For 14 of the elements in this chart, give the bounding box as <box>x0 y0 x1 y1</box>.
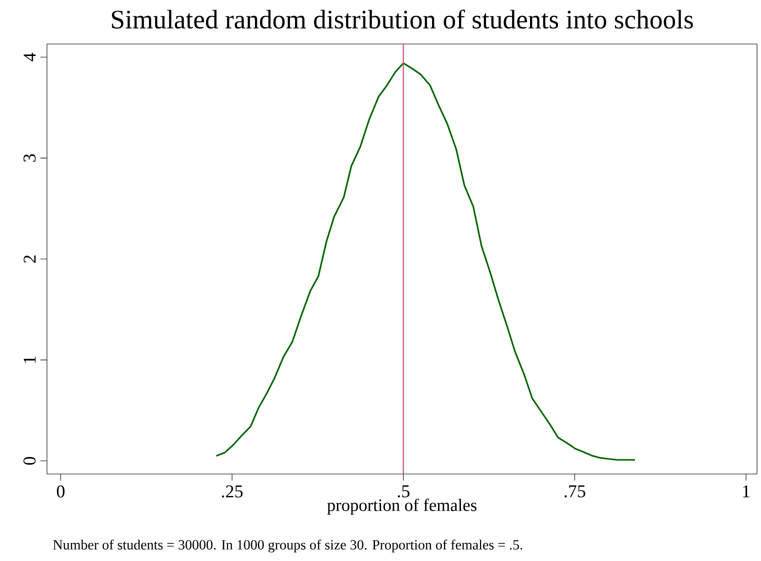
x-tick-label: .25 <box>222 485 243 498</box>
chart-title: Simulated random distribution of students into schools <box>112 10 693 29</box>
y-tick-label: 3 <box>24 154 36 162</box>
x-tick-label: .5 <box>398 485 410 498</box>
line-series <box>215 62 636 461</box>
y-tick-label: 2 <box>24 255 36 263</box>
x-tick-label: .75 <box>564 485 586 498</box>
text: Number of students = 30000. In 1000 groups of size 30. Proportion of females = .5. <box>53 540 522 552</box>
x-tick-label: 1 <box>743 485 750 498</box>
y-tick-label: 1 <box>24 356 36 363</box>
x-tick-label: 0 <box>56 485 65 498</box>
y-tick-label: 0 <box>23 457 36 465</box>
y-tick-label: 4 <box>24 52 36 62</box>
x-axis-title: proportion of females <box>327 498 476 515</box>
